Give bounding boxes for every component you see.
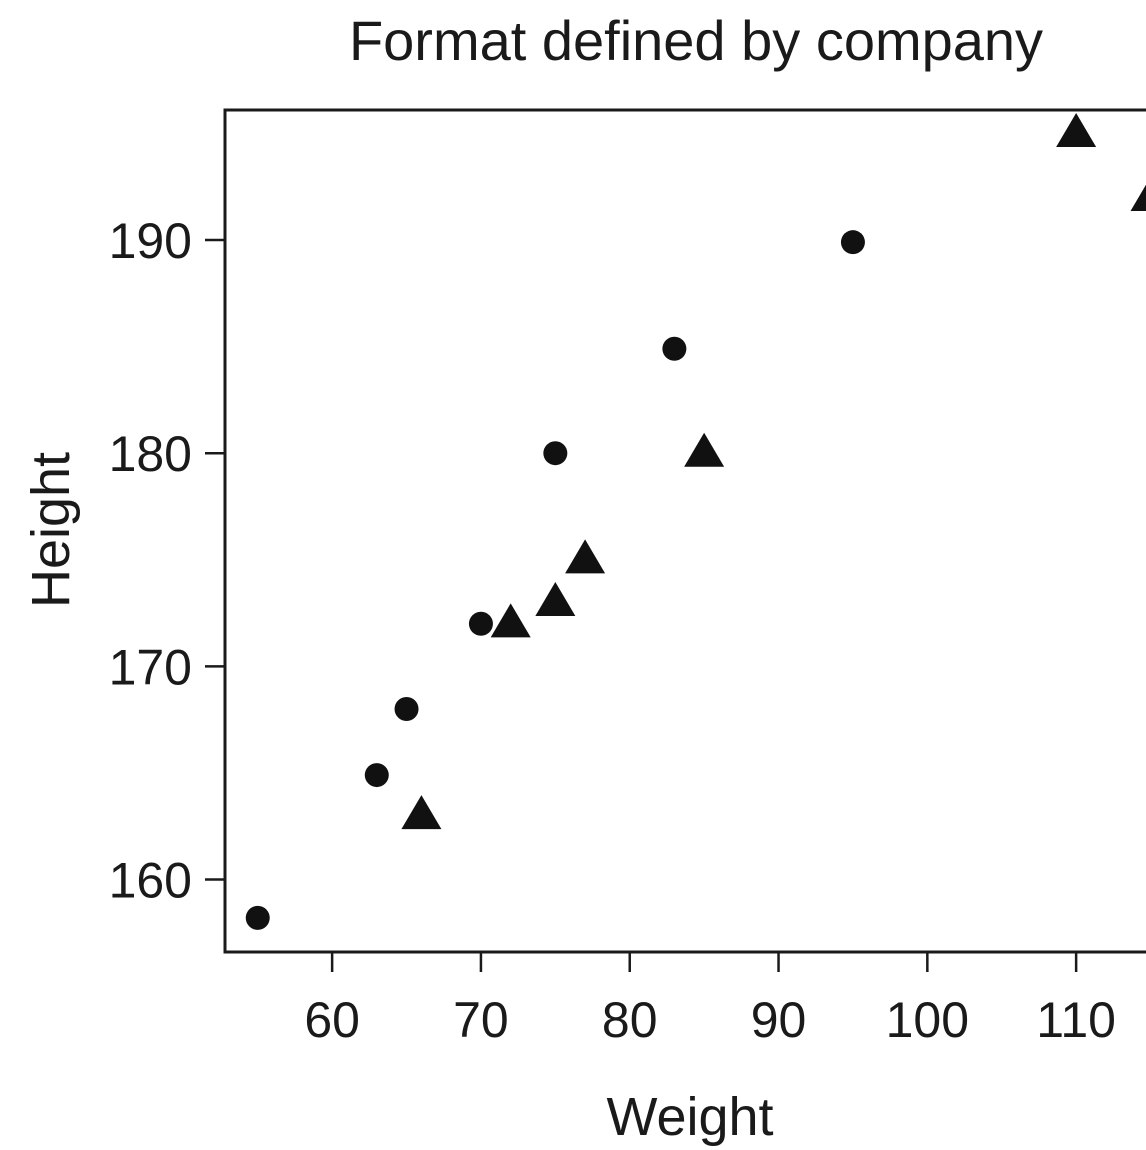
triangle-data-point [684,432,725,467]
triangle-data-point [490,603,531,638]
triangle-data-point [535,582,576,617]
triangle-data-point [1130,184,1146,211]
x-tick-label: 100 [886,992,969,1048]
x-tick-label: 90 [751,992,807,1048]
circle-data-point [840,230,865,255]
triangle-data-point [1056,113,1097,148]
circle-data-point [543,441,568,466]
plot-area [223,108,1146,954]
y-axis: 160 170 180 190 [109,213,225,909]
circle-data-point [394,696,419,721]
x-tick-label: 80 [602,992,658,1048]
circle-data-point [364,763,389,788]
data-points [245,113,1146,930]
circle-data-point [662,336,687,361]
circle-data-point [245,905,270,930]
y-tick-label: 160 [109,853,192,909]
y-axis-label: Height [21,452,81,608]
x-tick-label: 60 [304,992,360,1048]
y-tick-label: 170 [109,639,192,695]
chart-title: Format defined by company [349,9,1043,72]
x-axis: 60 70 80 90 100 110 [304,952,1116,1048]
x-axis-label: Weight [606,1087,773,1147]
x-tick-label: 70 [453,992,509,1048]
triangle-data-point [565,539,606,574]
triangle-data-point [401,795,442,830]
circle-data-point [468,611,493,636]
y-tick-label: 180 [109,426,192,482]
x-tick-label: 110 [1036,992,1116,1048]
y-tick-label: 190 [109,213,192,269]
